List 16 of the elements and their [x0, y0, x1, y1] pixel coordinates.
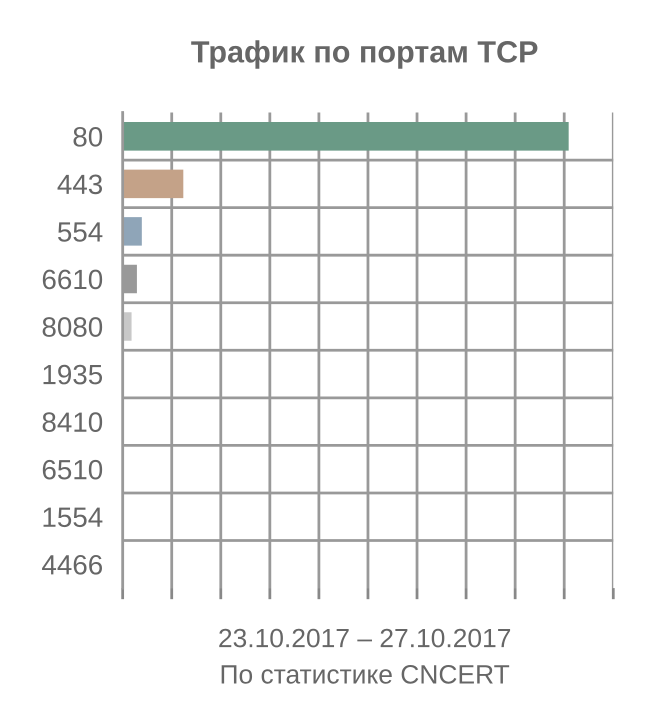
y-tick-label: 80 [74, 126, 102, 147]
bar [122, 122, 569, 151]
y-tick-label: 1554 [44, 508, 102, 528]
chart-title: Трафик по портам TCP [191, 40, 538, 69]
y-tick-label: 554 [58, 222, 102, 242]
bar [122, 170, 184, 198]
bar [122, 217, 142, 246]
y-tick-label: 8410 [42, 412, 102, 432]
text: 23.10.2017 – 27.10.2017 [219, 628, 510, 648]
y-tick-label: 6610 [42, 270, 102, 290]
y-tick-label: 443 [58, 174, 102, 194]
y-tick-label: 4466 [42, 554, 102, 575]
y-tick-label: 6510 [42, 460, 102, 480]
y-tick-label: 8080 [42, 317, 102, 337]
y-tick-label: 1935 [44, 364, 102, 384]
text: По статистике CNCERT [222, 665, 510, 684]
